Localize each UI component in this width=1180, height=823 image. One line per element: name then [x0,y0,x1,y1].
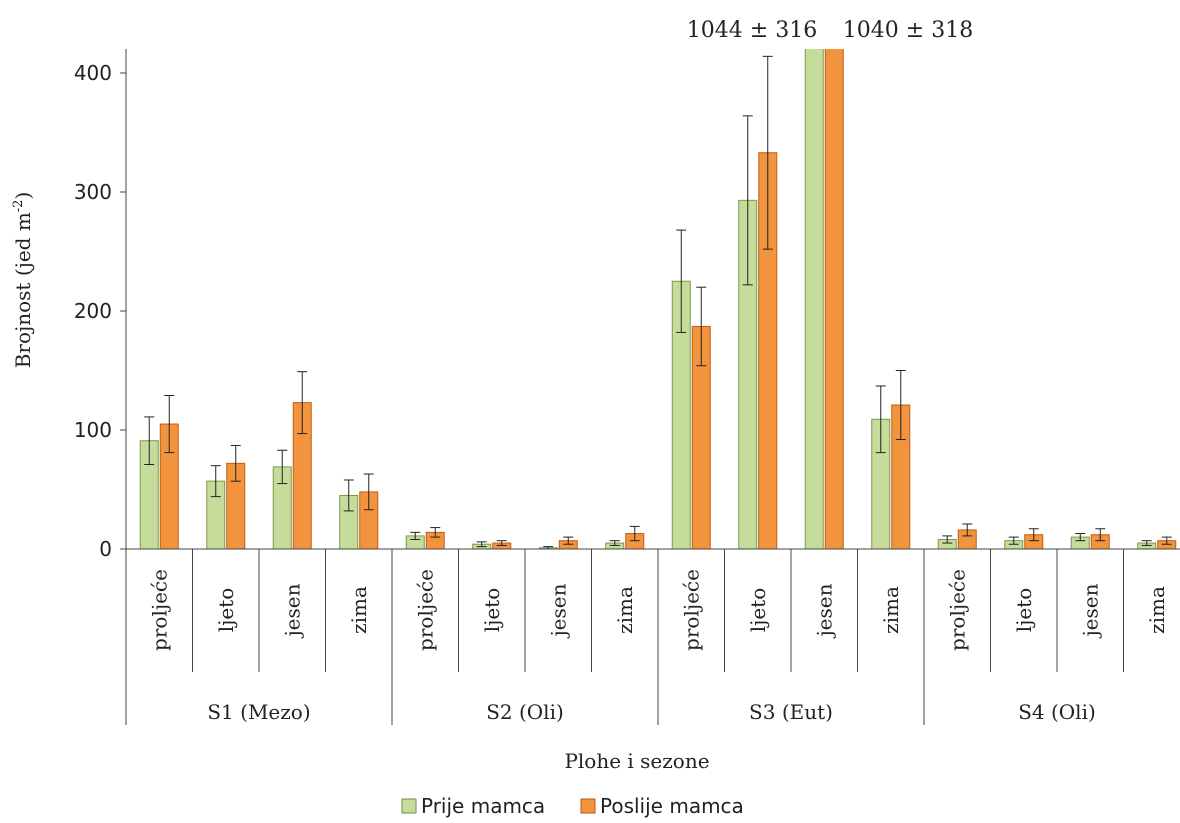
category-label: ljeto [214,588,238,633]
category-label: ljeto [480,588,504,633]
category-label: jesen [280,583,304,638]
category-label: zima [1145,586,1169,634]
category-label: jesen [1078,583,1102,638]
y-tick-label: 300 [74,180,112,204]
group-label: S3 (Eut) [749,700,833,724]
y-tick-label: 100 [74,418,112,442]
off-scale-annotation: 1044 ± 316 [687,18,817,43]
category-label: zima [613,586,637,634]
bar-poslije-mamca [824,49,844,549]
legend: Prije mamca Poslije mamca [401,794,744,818]
category-label: jesen [546,583,570,638]
legend-label-prije-mamca: Prije mamca [421,794,545,818]
category-label: ljeto [1012,588,1036,633]
group-label: S2 (Oli) [486,700,564,724]
y-axis-label-close: ) [11,192,35,200]
category-label: zima [347,586,371,634]
category-label: zima [879,586,903,634]
y-axis-label-superscript: -2 [11,200,26,213]
legend-swatch-poslije-mamca [580,798,596,814]
y-tick-label: 400 [74,61,112,85]
category-label: proljeće [679,569,703,651]
group-label: S4 (Oli) [1018,700,1096,724]
bar-prije-mamca [804,49,824,549]
y-tick-label: 0 [99,537,112,561]
legend-label-poslije-mamca: Poslije mamca [600,794,744,818]
legend-swatch-prije-mamca [401,798,417,814]
category-label: jesen [812,583,836,638]
y-tick-label: 200 [74,299,112,323]
group-label: S1 (Mezo) [207,700,310,724]
category-label: ljeto [746,588,770,633]
x-axis-label: Plohe i sezone [564,749,709,773]
category-label: proljeće [945,569,969,651]
category-label: proljeće [413,569,437,651]
category-label: proljeće [147,569,171,651]
off-scale-annotation: 1040 ± 318 [843,18,973,43]
y-axis-label: Brojnost (jed m-2) [11,192,35,369]
